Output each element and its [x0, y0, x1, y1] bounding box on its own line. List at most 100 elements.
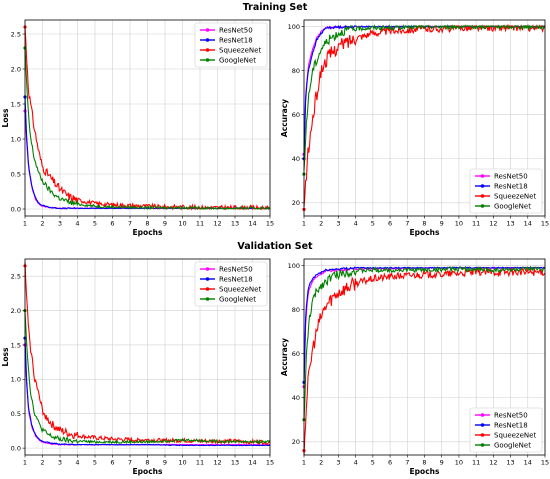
x-tick-label: 2: [40, 220, 44, 228]
legend-swatch-marker: [205, 287, 210, 291]
x-tick-label: 4: [75, 459, 79, 467]
y-tick-label: 40: [292, 155, 300, 163]
series-line-resnet18: [24, 337, 270, 447]
legend-label: ResNet18: [494, 421, 528, 429]
series-line-googlenet: [24, 46, 271, 211]
x-tick-label: 12: [213, 220, 221, 228]
x-tick-label: 15: [266, 459, 274, 467]
x-tick-label: 15: [541, 220, 549, 228]
y-tick-label: 1.5: [11, 100, 21, 108]
x-tick-label: 2: [319, 220, 323, 228]
x-tick-label: 8: [145, 459, 149, 467]
x-tick-label: 7: [405, 220, 409, 228]
legend-swatch-marker: [480, 423, 485, 427]
x-tick-label: 3: [58, 220, 62, 228]
x-tick-label: 5: [371, 220, 375, 228]
legend-label: ResNet50: [494, 172, 528, 180]
y-tick-label: 20: [292, 199, 300, 207]
x-tick-label: 1: [302, 459, 306, 467]
x-tick-label: 13: [231, 220, 239, 228]
x-tick-label: 3: [336, 459, 340, 467]
legend-label: ResNet50: [219, 265, 253, 273]
y-tick-label: 100: [288, 23, 300, 31]
y-tick-label: 2.5: [11, 272, 21, 280]
y-tick-label: 60: [292, 111, 300, 119]
x-axis-label: Epochs: [133, 467, 163, 476]
y-tick-label: 1.0: [11, 376, 21, 384]
y-tick-label: 40: [292, 394, 300, 402]
legend-label: SqueezeNet: [494, 431, 536, 439]
x-tick-label: 14: [248, 220, 256, 228]
y-tick-label: 1.5: [11, 341, 21, 349]
x-tick-label: 15: [541, 459, 549, 467]
x-tick-label: 7: [128, 220, 132, 228]
x-tick-label: 9: [440, 220, 444, 228]
legend-box: [194, 22, 268, 68]
x-tick-label: 13: [231, 459, 239, 467]
legend-swatch-marker: [480, 204, 485, 208]
legend-label: SqueezeNet: [494, 192, 536, 200]
x-tick-label: 2: [319, 459, 323, 467]
legend-swatch-marker: [480, 443, 485, 447]
training-accuracy-chart: 1 2 3 4 5 6 7 8 9 10 11 12 13 14 1520406080100EpochsAc…: [280, 19, 549, 237]
y-tick-label: 0.0: [11, 205, 21, 213]
x-tick-label: 6: [388, 220, 392, 228]
training-loss-chart: 1 2 3 4 5 6 7 8 9 10 11 12 13 14 150.00.51.01.52.02.5E…: [1, 19, 274, 237]
x-tick-label: 4: [354, 220, 358, 228]
x-tick-label: 9: [163, 220, 167, 228]
legend-label: GoogleNet: [219, 56, 256, 64]
x-tick-label: 7: [405, 459, 409, 467]
x-axis-label: Epochs: [410, 228, 440, 237]
training-set-title: Training Set: [242, 2, 308, 13]
x-tick-label: 15: [266, 220, 274, 228]
x-tick-label: 11: [472, 220, 480, 228]
validation-set-title: Validation Set: [237, 241, 313, 252]
x-tick-label: 4: [75, 220, 79, 228]
validation-accuracy-chart: 1 2 3 4 5 6 7 8 9 10 11 12 13 14 1520406080100EpochsAc…: [280, 258, 549, 476]
x-tick-label: 13: [506, 459, 514, 467]
series-line-googlenet: [303, 23, 546, 171]
x-tick-label: 3: [336, 220, 340, 228]
legend-label: ResNet50: [219, 26, 253, 34]
y-tick-label: 80: [292, 306, 300, 314]
x-tick-label: 3: [58, 459, 62, 467]
x-tick-label: 9: [163, 459, 167, 467]
y-tick-label: 1.0: [11, 135, 21, 143]
x-tick-label: 12: [489, 459, 497, 467]
legend-swatch-marker: [480, 184, 485, 188]
x-tick-label: 4: [354, 459, 358, 467]
x-axis-label: Epochs: [410, 467, 440, 476]
series-line-squeezenet: [24, 262, 271, 445]
legend-swatch-marker: [205, 58, 210, 62]
legend-label: SqueezeNet: [219, 285, 261, 293]
x-tick-label: 6: [388, 459, 392, 467]
x-tick-label: 8: [422, 459, 426, 467]
x-tick-label: 5: [371, 459, 375, 467]
legend-swatch-marker: [205, 277, 210, 281]
legend-box: [469, 168, 543, 214]
legend-swatch-marker: [480, 174, 485, 178]
y-axis-label: Accuracy: [280, 338, 289, 376]
x-tick-label: 8: [422, 220, 426, 228]
y-axis-label: Loss: [1, 108, 10, 127]
legend-label: ResNet18: [219, 36, 253, 44]
x-tick-label: 14: [524, 220, 532, 228]
y-tick-label: 0.0: [11, 444, 21, 452]
legend-label: ResNet18: [494, 182, 528, 190]
legend-label: GoogleNet: [219, 295, 256, 303]
y-tick-label: 100: [288, 262, 300, 270]
x-axis-label: Epochs: [133, 228, 163, 237]
y-tick-label: 2.5: [11, 30, 21, 38]
x-tick-label: 1: [23, 459, 27, 467]
y-tick-label: 2.0: [11, 307, 21, 315]
series-line-googlenet: [303, 265, 546, 421]
x-tick-label: 12: [213, 459, 221, 467]
legend-label: ResNet50: [494, 411, 528, 419]
legend-swatch-marker: [205, 48, 210, 52]
legend-label: GoogleNet: [494, 202, 531, 210]
x-tick-label: 2: [40, 459, 44, 467]
x-tick-label: 10: [455, 220, 463, 228]
legend-swatch-marker: [205, 38, 210, 42]
y-tick-label: 0.5: [11, 170, 21, 178]
x-tick-label: 14: [524, 459, 532, 467]
